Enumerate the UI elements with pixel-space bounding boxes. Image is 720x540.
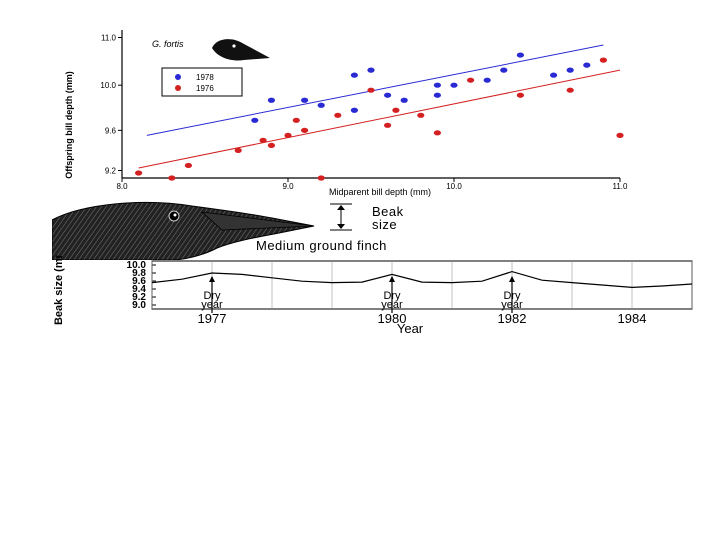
line-plot-frame — [151, 260, 693, 310]
point-1976 — [616, 132, 624, 138]
point-1976 — [417, 112, 425, 118]
scatter-ytick-label: 9.6 — [105, 126, 117, 135]
point-1978 — [483, 77, 491, 83]
point-1976 — [267, 142, 275, 148]
line-ytick-label: 9.4 — [132, 284, 146, 295]
scatter-xtick-label: 8.0 — [116, 182, 128, 191]
scatter-ylabel: Offspring bill depth (mm) — [64, 71, 74, 179]
dry-year-label: year — [381, 299, 403, 311]
legend-marker-1978 — [175, 74, 181, 80]
legend-marker-1976 — [175, 85, 181, 91]
beak-size-annotation: Beak size — [372, 204, 404, 232]
line-ylabel: Beak size (mm) — [53, 255, 65, 325]
scatter-xtick-label: 9.0 — [282, 182, 294, 191]
dry-year-label: Dry — [203, 290, 221, 302]
beak-size-line — [151, 270, 693, 289]
point-1978 — [317, 102, 325, 108]
point-1976 — [467, 77, 475, 83]
point-1978 — [433, 82, 441, 88]
line-ytick-label: 9.6 — [132, 276, 146, 287]
point-1976 — [516, 92, 525, 98]
point-1978 — [350, 72, 358, 78]
point-1978 — [384, 92, 392, 98]
finch-head-icon — [212, 39, 270, 61]
line-xtick-label: 1982 — [498, 311, 527, 326]
scatter-xtick-label: 11.0 — [613, 182, 629, 191]
point-1978 — [450, 82, 458, 88]
point-1978 — [433, 92, 441, 98]
point-1976 — [292, 117, 300, 123]
point-1978 — [301, 97, 309, 103]
dry-year-label: Dry — [503, 290, 521, 302]
point-1976 — [234, 147, 242, 154]
fit-line-1976 — [138, 69, 621, 169]
line-xtick-label: 1980 — [378, 311, 407, 326]
scatter-ytick-label: 9.2 — [105, 166, 117, 175]
legend-label-1978: 1978 — [196, 73, 214, 82]
dry-year-arrowhead — [389, 276, 395, 282]
point-1976 — [135, 170, 143, 176]
fit-line-1978 — [146, 44, 604, 136]
point-1976 — [566, 87, 574, 93]
dry-year-label: year — [501, 299, 523, 311]
scatter-ytick-label: 11.0 — [101, 34, 117, 43]
point-1978 — [400, 97, 408, 103]
finch-title: Medium ground finch — [256, 238, 387, 253]
dry-year-arrowhead — [209, 276, 215, 282]
point-1978 — [566, 67, 574, 73]
point-1978 — [516, 52, 525, 58]
point-1978 — [367, 67, 375, 73]
line-ytick-label: 9.0 — [132, 300, 146, 311]
species-label: G. fortis — [152, 39, 184, 49]
line-xtick-label: 1977 — [198, 311, 227, 326]
point-1976 — [168, 175, 176, 181]
point-1976 — [184, 162, 192, 169]
legend-label-1976: 1976 — [196, 84, 214, 93]
point-1978 — [350, 107, 358, 113]
legend-box — [161, 67, 243, 97]
line-ytick-label: 10.0 — [127, 260, 147, 271]
line-xlabel: Year — [397, 321, 424, 336]
point-1978 — [267, 97, 275, 103]
scatter-xlabel: Midparent bill depth (mm) — [329, 187, 431, 197]
point-1976 — [284, 132, 292, 138]
point-1976 — [317, 175, 325, 181]
point-1976 — [367, 87, 375, 93]
beak-line-chart: Beak size (mm) 10.09.89.69.49.29.0 Dryye… — [53, 255, 693, 336]
point-1976 — [384, 122, 392, 128]
dry-year-arrowhead — [509, 276, 515, 282]
point-1976 — [334, 112, 342, 118]
point-1978 — [550, 72, 558, 78]
scatter-legend: 1978 1976 — [161, 67, 243, 97]
line-ytick-label: 9.8 — [132, 268, 146, 279]
point-1976 — [392, 107, 400, 113]
dry-year-label: Dry — [383, 290, 401, 302]
scatter-chart: Offspring bill depth (mm) 9.2 9.6 10.0 11.0… — [64, 30, 629, 197]
dry-year-label: year — [201, 299, 223, 311]
point-1976 — [433, 130, 441, 136]
scatter-ytick-label: 10.0 — [100, 81, 116, 90]
finch-head-illustration — [52, 201, 315, 260]
line-xtick-label: 1984 — [618, 311, 647, 326]
point-1978 — [583, 62, 591, 68]
line-ytick-label: 9.2 — [132, 292, 146, 303]
point-1978 — [251, 117, 259, 123]
point-1976 — [259, 137, 267, 143]
point-1976 — [599, 57, 608, 63]
scatter-xtick-label: 10.0 — [446, 182, 462, 191]
beak-size-marker — [330, 203, 352, 231]
point-1978 — [500, 67, 508, 73]
point-1976 — [301, 127, 309, 133]
